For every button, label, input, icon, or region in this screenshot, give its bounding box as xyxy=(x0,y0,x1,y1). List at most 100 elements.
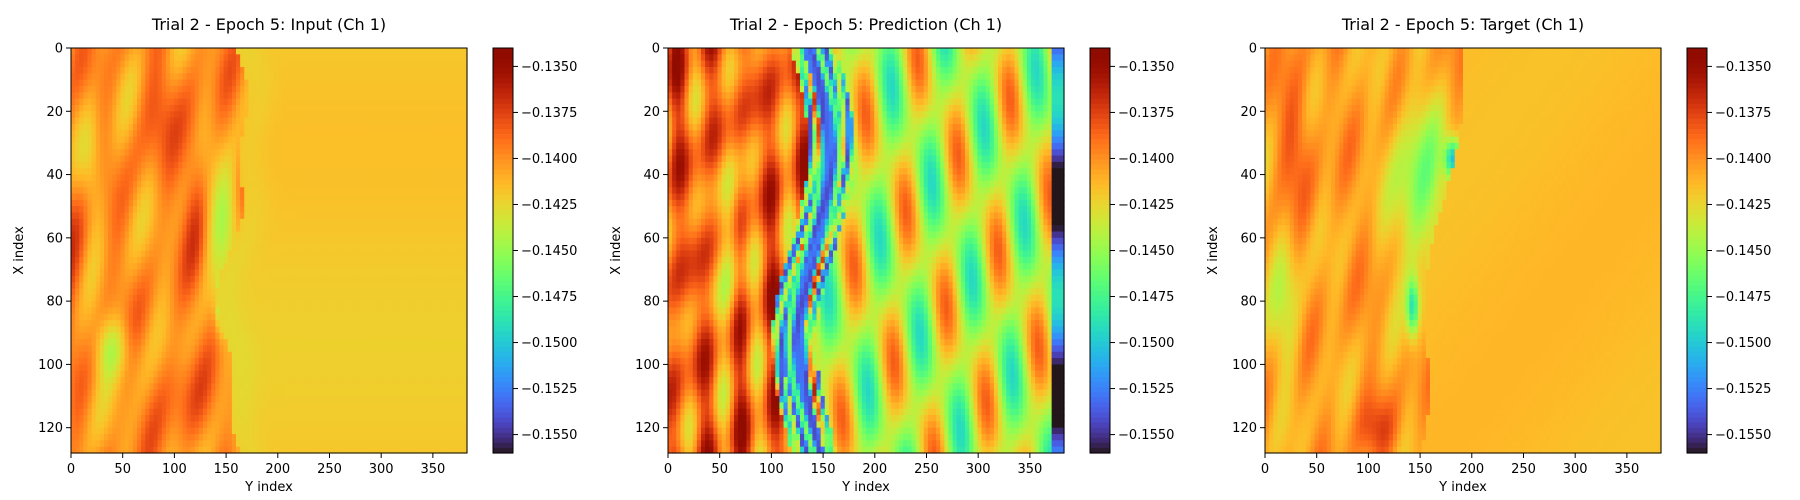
heatmap-cell xyxy=(174,60,179,68)
heatmap-cell xyxy=(137,199,142,207)
heatmap-cell xyxy=(264,237,270,245)
heatmap-cell xyxy=(372,263,377,271)
heatmap-cell xyxy=(190,250,196,258)
heatmap-cell xyxy=(396,54,402,62)
heatmap-cell xyxy=(170,218,175,226)
heatmap-cell xyxy=(343,187,348,195)
heatmap-cell xyxy=(157,275,163,283)
heatmap-cell xyxy=(396,370,402,378)
heatmap-cell xyxy=(359,263,365,271)
heatmap-cell xyxy=(401,313,406,321)
heatmap-cell xyxy=(182,313,188,321)
heatmap-cell xyxy=(318,60,324,68)
heatmap-cell xyxy=(174,98,179,106)
heatmap-cell xyxy=(376,136,381,144)
heatmap-cell xyxy=(252,136,258,144)
heatmap-cell xyxy=(236,92,241,100)
heatmap-cell xyxy=(219,73,225,81)
heatmap-cell xyxy=(198,263,204,271)
heatmap-cell xyxy=(347,256,353,264)
heatmap-cell xyxy=(462,155,468,163)
heatmap-cell xyxy=(223,168,229,176)
heatmap-cell xyxy=(178,244,183,252)
heatmap-cell xyxy=(71,358,76,366)
heatmap-cell xyxy=(137,149,142,157)
heatmap-cell xyxy=(116,294,122,302)
heatmap-cell xyxy=(227,180,233,188)
heatmap-cell xyxy=(322,117,328,125)
heatmap-cell xyxy=(264,339,270,347)
heatmap-cell xyxy=(273,54,278,62)
heatmap-cell xyxy=(335,130,340,138)
heatmap-cell xyxy=(99,320,105,328)
heatmap-cell xyxy=(409,332,414,340)
heatmap-cell xyxy=(145,212,150,220)
heatmap-cell xyxy=(108,225,113,233)
heatmap-cell xyxy=(231,193,237,201)
heatmap-cell xyxy=(269,130,274,138)
heatmap-cell xyxy=(95,85,101,93)
heatmap-cell xyxy=(174,85,179,93)
heatmap-cell xyxy=(372,237,377,245)
heatmap-cell xyxy=(438,180,443,188)
heatmap-cell xyxy=(137,98,142,106)
heatmap-cell xyxy=(128,161,134,169)
heatmap-cell xyxy=(104,136,109,144)
heatmap-cell xyxy=(240,282,245,290)
heatmap-cell xyxy=(149,123,155,131)
heatmap-cell xyxy=(326,282,332,290)
heatmap-cell xyxy=(396,206,402,214)
heatmap-cell xyxy=(293,244,299,252)
heatmap-cell xyxy=(104,60,109,68)
heatmap-cell xyxy=(223,111,229,119)
heatmap-cell xyxy=(211,111,216,119)
heatmap-cell xyxy=(368,54,373,62)
heatmap-cell xyxy=(285,73,291,81)
heatmap-cell xyxy=(273,275,278,283)
heatmap-cell xyxy=(186,54,192,62)
heatmap-cell xyxy=(165,256,171,264)
heatmap-cell xyxy=(112,307,117,315)
heatmap-cell xyxy=(281,212,287,220)
heatmap-cell xyxy=(372,48,377,55)
heatmap-cell xyxy=(120,66,126,74)
heatmap-cell xyxy=(425,60,431,68)
heatmap-cell xyxy=(240,345,245,353)
heatmap-cell xyxy=(231,199,237,207)
heatmap-cell xyxy=(343,123,348,131)
heatmap-cell xyxy=(178,256,183,264)
heatmap-cell xyxy=(297,117,303,125)
heatmap-cell xyxy=(355,244,361,252)
heatmap-cell xyxy=(458,142,464,150)
heatmap-cell xyxy=(153,161,159,169)
heatmap-cell xyxy=(104,225,109,233)
heatmap-cell xyxy=(87,92,93,100)
heatmap-cell xyxy=(149,92,155,100)
heatmap-cell xyxy=(104,48,109,55)
heatmap-cell xyxy=(99,66,105,74)
heatmap-cell xyxy=(314,307,320,315)
heatmap-cell xyxy=(392,111,398,119)
heatmap-cell xyxy=(413,85,419,93)
heatmap-cell xyxy=(454,218,460,226)
heatmap-cell xyxy=(306,117,311,125)
heatmap-cell xyxy=(339,294,344,302)
heatmap-cell xyxy=(170,301,175,309)
heatmap-cell xyxy=(384,85,390,93)
heatmap-cell xyxy=(289,168,295,176)
heatmap-cell xyxy=(116,123,122,131)
heatmap-cell xyxy=(306,275,311,283)
heatmap-cell xyxy=(223,199,229,207)
heatmap-cell xyxy=(128,187,134,195)
heatmap-cell xyxy=(95,231,101,239)
heatmap-cell xyxy=(343,256,348,264)
heatmap-cell xyxy=(318,123,324,131)
heatmap-cell xyxy=(104,161,109,169)
heatmap-cell xyxy=(264,206,270,214)
heatmap-cell xyxy=(372,364,377,372)
heatmap-cell xyxy=(269,345,274,353)
heatmap-cell xyxy=(368,307,373,315)
heatmap-cell xyxy=(438,168,443,176)
heatmap-cell xyxy=(401,326,406,334)
heatmap-cell xyxy=(446,320,452,328)
